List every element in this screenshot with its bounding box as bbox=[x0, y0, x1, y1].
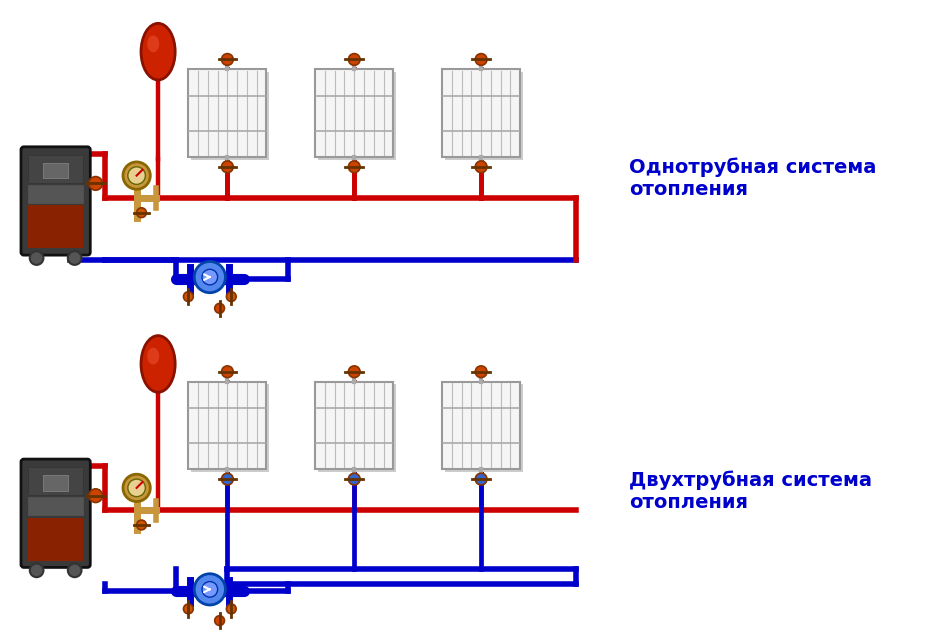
Ellipse shape bbox=[141, 23, 176, 80]
Bar bbox=[315, 69, 393, 157]
Circle shape bbox=[475, 53, 487, 65]
Circle shape bbox=[348, 53, 361, 65]
Circle shape bbox=[128, 479, 146, 497]
Bar bbox=[28, 517, 83, 560]
Circle shape bbox=[202, 269, 218, 285]
Bar bbox=[191, 72, 269, 160]
Bar bbox=[189, 381, 266, 469]
Ellipse shape bbox=[148, 35, 159, 53]
Circle shape bbox=[183, 604, 193, 614]
Circle shape bbox=[226, 291, 236, 302]
Bar bbox=[43, 163, 68, 178]
Bar bbox=[189, 69, 266, 157]
Circle shape bbox=[30, 251, 43, 265]
Circle shape bbox=[30, 564, 43, 577]
Bar bbox=[191, 385, 269, 473]
Circle shape bbox=[475, 366, 487, 377]
Circle shape bbox=[475, 473, 487, 485]
Bar bbox=[442, 381, 520, 469]
Ellipse shape bbox=[148, 347, 159, 365]
Circle shape bbox=[221, 53, 234, 65]
Bar bbox=[445, 385, 523, 473]
Circle shape bbox=[221, 161, 234, 173]
Text: Двухтрубная система
отопления: Двухтрубная система отопления bbox=[630, 470, 872, 512]
Bar bbox=[318, 72, 396, 160]
Bar bbox=[28, 466, 92, 568]
Ellipse shape bbox=[141, 336, 176, 392]
Circle shape bbox=[226, 604, 236, 614]
Circle shape bbox=[68, 564, 81, 577]
Circle shape bbox=[475, 161, 487, 173]
Circle shape bbox=[68, 251, 81, 265]
Circle shape bbox=[221, 366, 234, 377]
Circle shape bbox=[128, 167, 146, 184]
Bar bbox=[318, 385, 396, 473]
Circle shape bbox=[136, 208, 147, 218]
Circle shape bbox=[348, 473, 361, 485]
Circle shape bbox=[123, 474, 150, 501]
Circle shape bbox=[194, 574, 225, 605]
Bar bbox=[28, 205, 83, 248]
Circle shape bbox=[202, 582, 218, 597]
Circle shape bbox=[194, 261, 225, 293]
Bar bbox=[445, 72, 523, 160]
Circle shape bbox=[89, 177, 103, 190]
Circle shape bbox=[348, 366, 361, 377]
Circle shape bbox=[183, 291, 193, 302]
Circle shape bbox=[89, 489, 103, 503]
Text: Однотрубная система
отопления: Однотрубная система отопления bbox=[630, 158, 877, 199]
Bar bbox=[28, 155, 83, 182]
Bar bbox=[28, 497, 83, 516]
Circle shape bbox=[215, 304, 224, 313]
Bar bbox=[315, 381, 393, 469]
Bar bbox=[28, 467, 83, 495]
Bar bbox=[28, 184, 83, 203]
FancyBboxPatch shape bbox=[21, 459, 91, 568]
Bar bbox=[28, 153, 92, 256]
Circle shape bbox=[136, 520, 147, 530]
Circle shape bbox=[348, 161, 361, 173]
FancyBboxPatch shape bbox=[21, 147, 91, 255]
Bar bbox=[43, 475, 68, 490]
Circle shape bbox=[221, 473, 234, 485]
Circle shape bbox=[123, 162, 150, 189]
Circle shape bbox=[215, 616, 224, 625]
Bar bbox=[442, 69, 520, 157]
